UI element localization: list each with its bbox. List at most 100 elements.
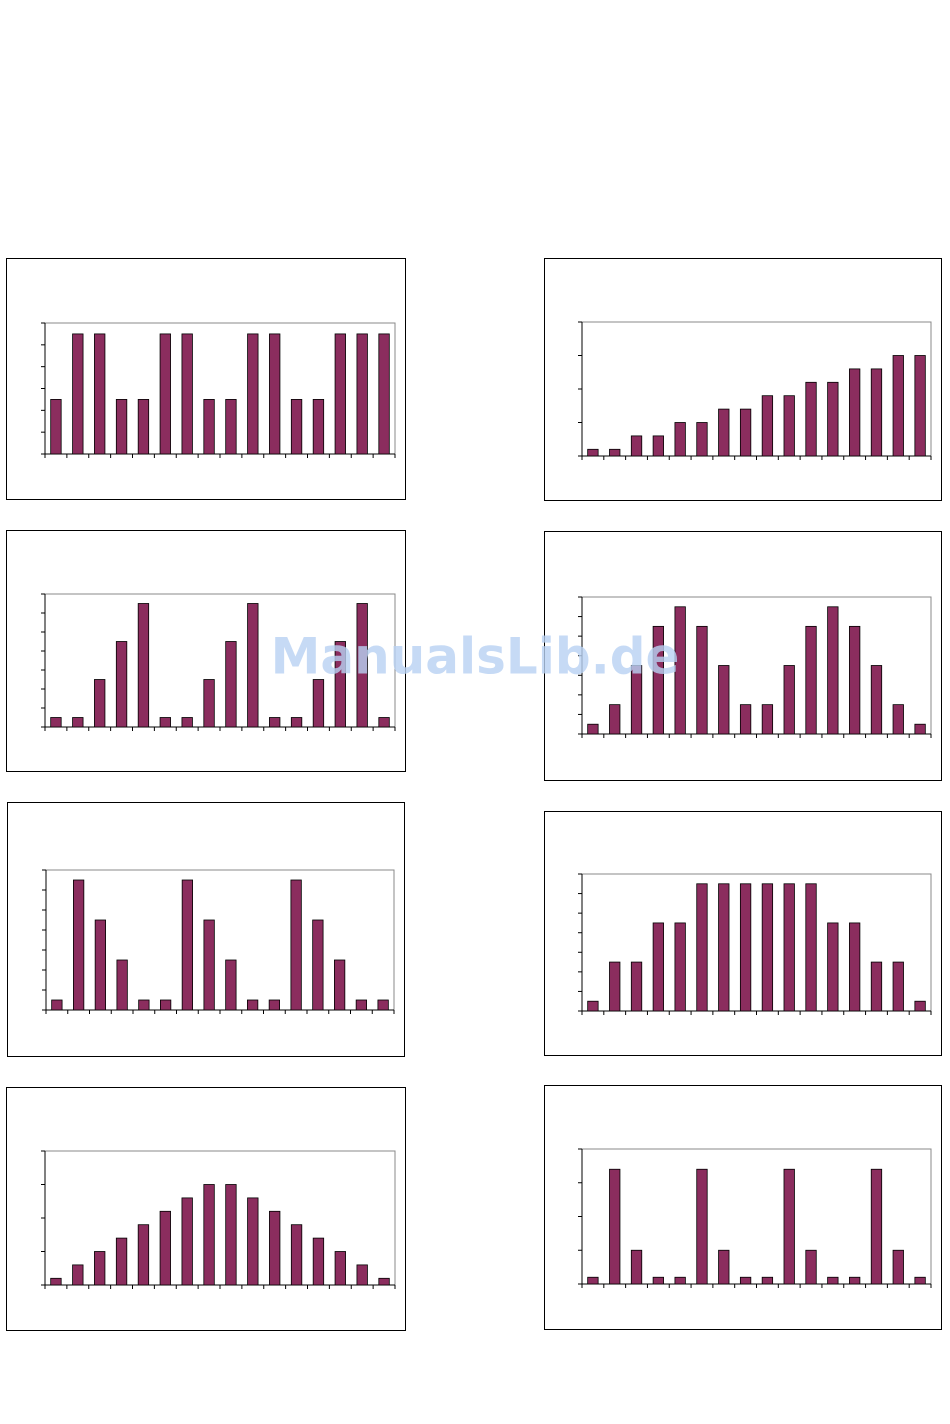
bar <box>225 959 237 1011</box>
bar <box>674 1276 686 1285</box>
chart-frame <box>544 531 942 781</box>
bar <box>269 333 281 455</box>
bar <box>739 704 752 735</box>
bar <box>849 1276 861 1285</box>
bar <box>718 665 730 735</box>
chart <box>544 1085 942 1330</box>
bar <box>94 679 106 728</box>
bar <box>892 1249 904 1285</box>
bar <box>914 1000 926 1012</box>
bar <box>247 603 259 728</box>
bar <box>674 922 686 1012</box>
bar <box>674 606 686 735</box>
bar <box>696 625 708 735</box>
bar <box>761 704 774 735</box>
bar <box>290 879 302 1011</box>
chart-frame <box>6 530 406 772</box>
bar <box>312 679 325 728</box>
bar <box>696 1168 708 1285</box>
chart-frame <box>544 1085 942 1330</box>
bar <box>312 1237 325 1286</box>
bar <box>312 399 325 455</box>
bar <box>269 717 281 728</box>
chart-frame <box>544 811 942 1056</box>
bar <box>94 1251 106 1286</box>
bar <box>652 1276 664 1285</box>
bar <box>783 665 795 735</box>
bar <box>805 381 817 457</box>
bar <box>739 408 752 457</box>
bar <box>870 961 883 1012</box>
bar <box>115 399 128 455</box>
bar <box>761 1276 774 1285</box>
bar <box>587 723 599 735</box>
bar <box>805 1249 817 1285</box>
bar <box>94 333 106 455</box>
bar <box>761 395 774 457</box>
bar <box>827 606 839 735</box>
bar <box>805 625 817 735</box>
bar <box>116 959 128 1011</box>
bar <box>827 1276 839 1285</box>
bar <box>356 603 368 728</box>
chart-frame <box>7 802 405 1057</box>
bar <box>181 879 193 1011</box>
bar <box>892 355 904 457</box>
chart-frame <box>6 258 406 500</box>
bar <box>247 1197 259 1286</box>
bar <box>334 333 346 455</box>
bar <box>609 961 621 1012</box>
bar <box>225 641 237 728</box>
bar <box>914 723 926 735</box>
bar <box>630 961 643 1012</box>
bar <box>914 355 926 457</box>
chart <box>6 530 406 772</box>
bar <box>587 1000 599 1012</box>
bar <box>203 919 215 1011</box>
bar <box>609 448 621 457</box>
bar <box>159 1210 171 1286</box>
bar <box>378 333 390 455</box>
bar <box>225 1184 237 1286</box>
bar <box>50 1277 62 1286</box>
bar <box>356 333 368 455</box>
bar <box>870 665 883 735</box>
chart <box>544 258 942 501</box>
bar <box>334 641 346 728</box>
bar <box>827 381 839 457</box>
bar <box>181 1197 193 1286</box>
chart <box>6 258 406 500</box>
bar <box>247 999 259 1011</box>
bar <box>290 717 303 728</box>
chart <box>7 802 405 1057</box>
bar <box>849 922 861 1012</box>
bar <box>761 883 774 1012</box>
bar <box>587 1276 599 1285</box>
bar <box>334 959 346 1011</box>
bar <box>334 1251 346 1286</box>
bar <box>652 435 664 457</box>
bar <box>783 1168 795 1285</box>
bar <box>652 625 664 735</box>
bar <box>137 603 150 728</box>
bar <box>138 999 150 1011</box>
bar <box>73 879 85 1011</box>
bar <box>378 717 390 728</box>
chart-frame <box>6 1087 406 1331</box>
chart <box>544 811 942 1056</box>
bar <box>696 422 708 457</box>
bar <box>268 999 280 1011</box>
bar <box>72 1264 84 1286</box>
bar <box>50 717 62 728</box>
bar <box>587 448 599 457</box>
bar <box>739 883 752 1012</box>
chart <box>544 531 942 781</box>
chart-group <box>6 258 942 1331</box>
bar <box>630 435 643 457</box>
bar <box>269 1210 281 1286</box>
bar <box>805 883 817 1012</box>
bar <box>312 919 324 1011</box>
bar <box>203 679 215 728</box>
bar <box>652 922 664 1012</box>
